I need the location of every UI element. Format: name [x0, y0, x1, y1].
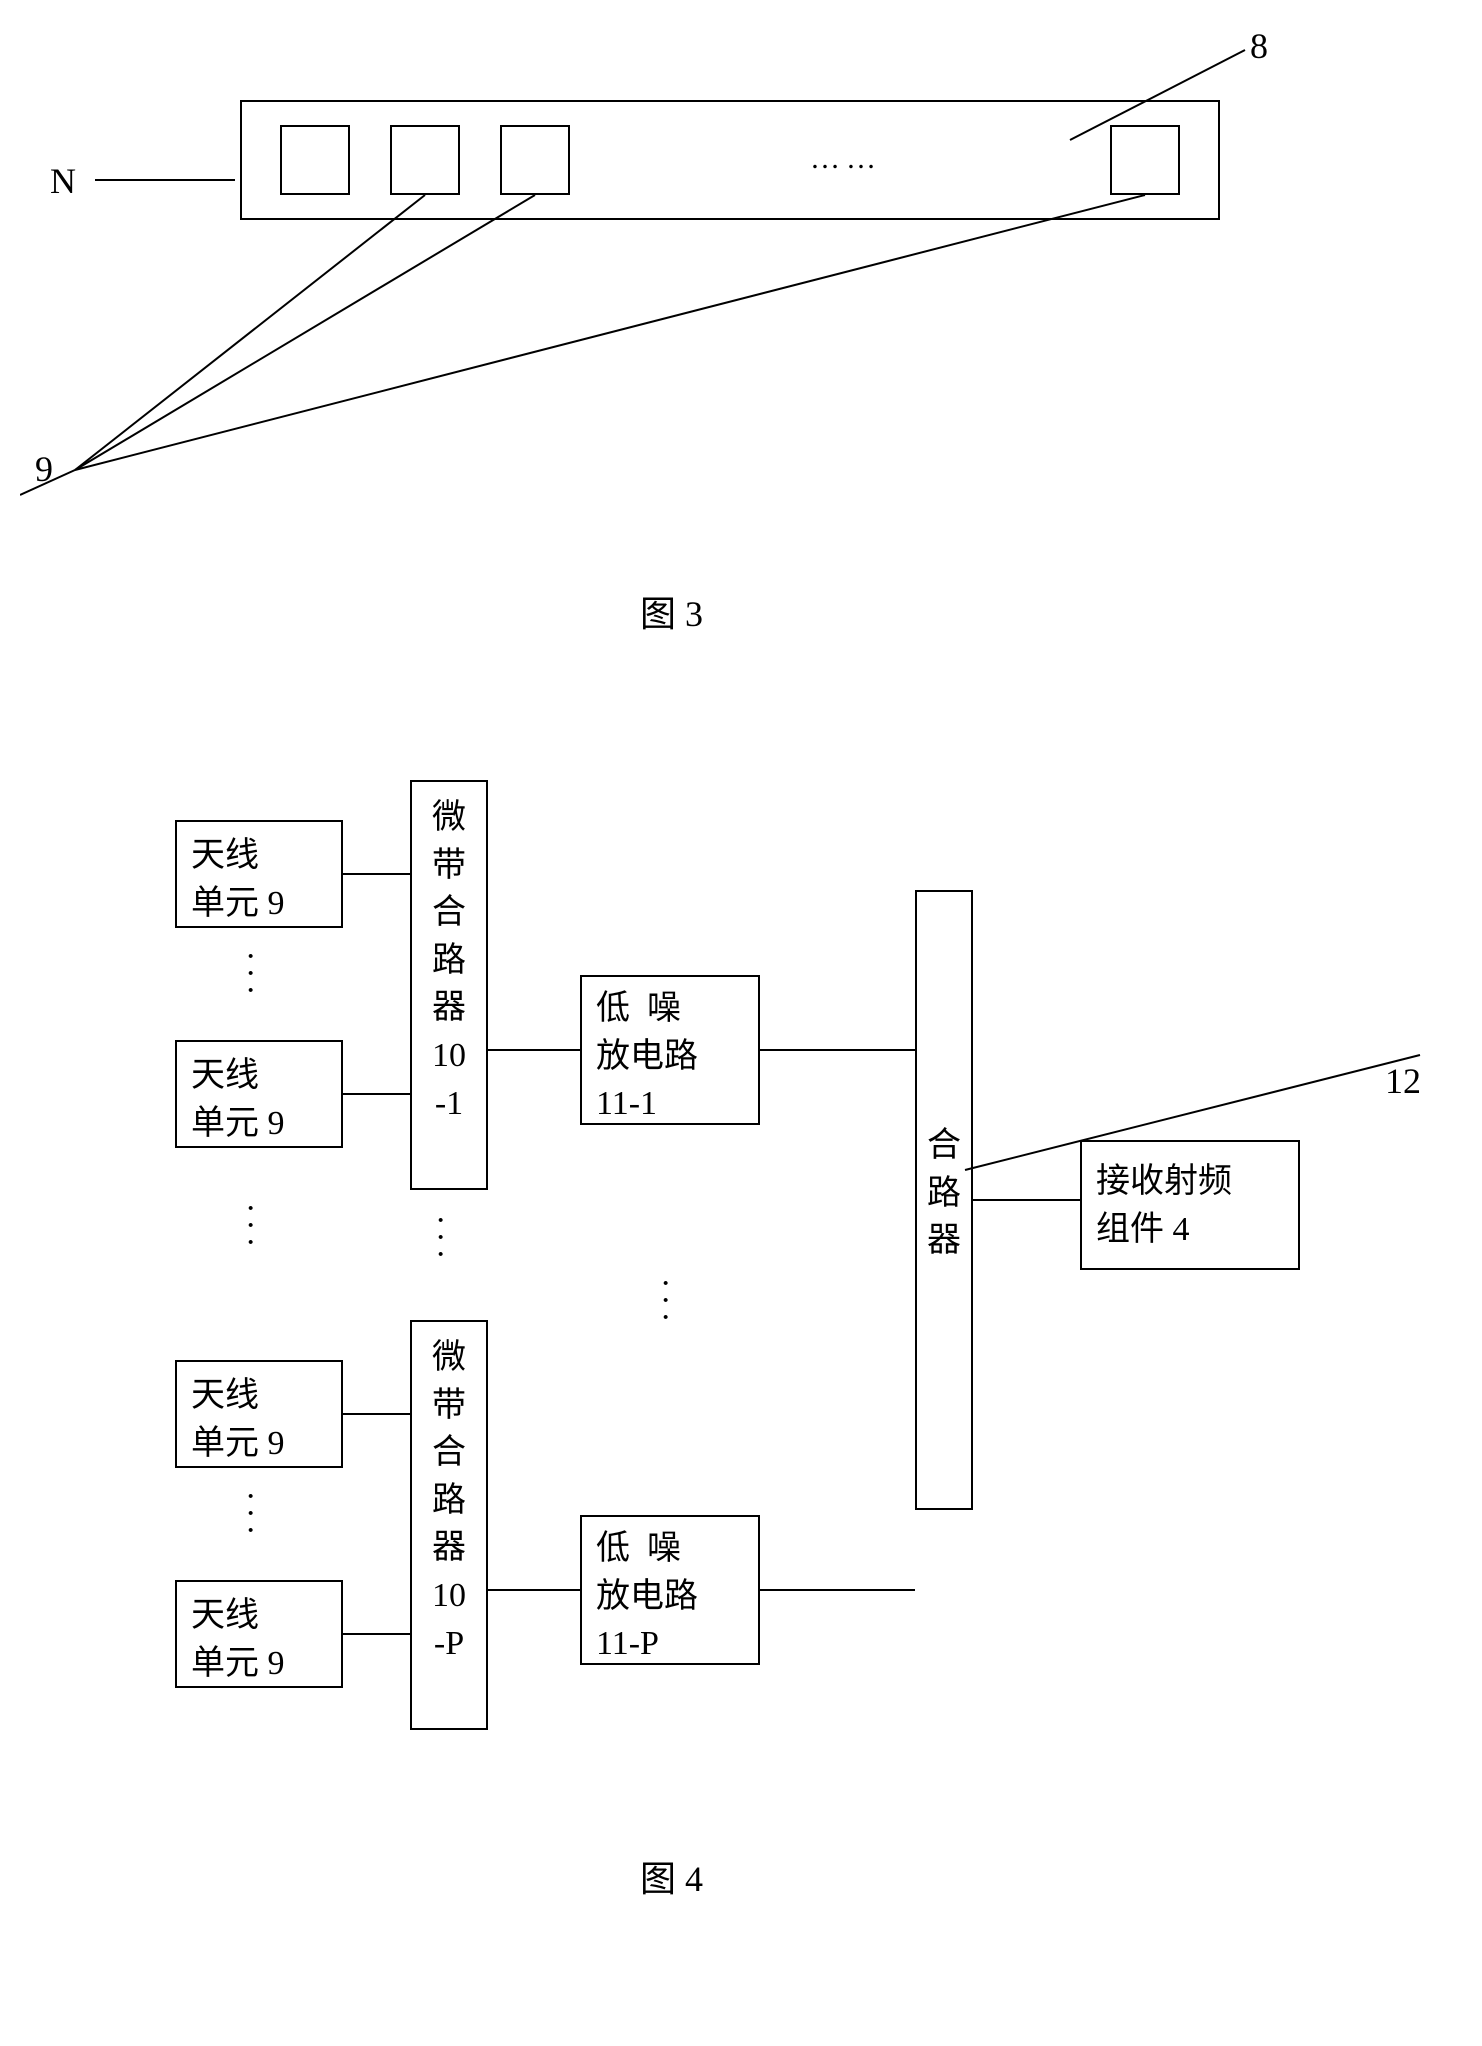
- antenna-box: 天线单元 9: [175, 820, 343, 928]
- fig3-caption: 图 3: [640, 585, 703, 637]
- rx-rf-box: 接收射频组件 4: [1080, 1140, 1300, 1270]
- fig3-label-8: 8: [1250, 25, 1268, 67]
- fig3-label-n: N: [50, 160, 76, 202]
- fig4-label-12: 12: [1385, 1060, 1421, 1102]
- vdots: ···: [245, 948, 256, 999]
- fig4-caption: 图 4: [640, 1850, 703, 1902]
- fig3-label-9: 9: [35, 448, 53, 490]
- vdots: ···: [245, 1488, 256, 1539]
- vdots: ···: [660, 1275, 671, 1326]
- fig3-lines: [20, 20, 1462, 670]
- antenna-box: 天线单元 9: [175, 1040, 343, 1148]
- antenna-box: 天线单元 9: [175, 1580, 343, 1688]
- lna-box: 低 噪放电路11-1: [580, 975, 760, 1125]
- lna-box: 低 噪放电路11-P: [580, 1515, 760, 1665]
- combiner-box: 合路器: [915, 890, 973, 1510]
- page: …… 8 N 9 图 3 天线单元 9 天线单元 9 天线单元 9 天线单元 9…: [20, 20, 1462, 2026]
- antenna-box: 天线单元 9: [175, 1360, 343, 1468]
- microstrip-combiner-box: 微带合路器10-1: [410, 780, 488, 1190]
- microstrip-combiner-box: 微带合路器10-P: [410, 1320, 488, 1730]
- vdots: ···: [245, 1200, 256, 1251]
- vdots: ···: [435, 1212, 446, 1263]
